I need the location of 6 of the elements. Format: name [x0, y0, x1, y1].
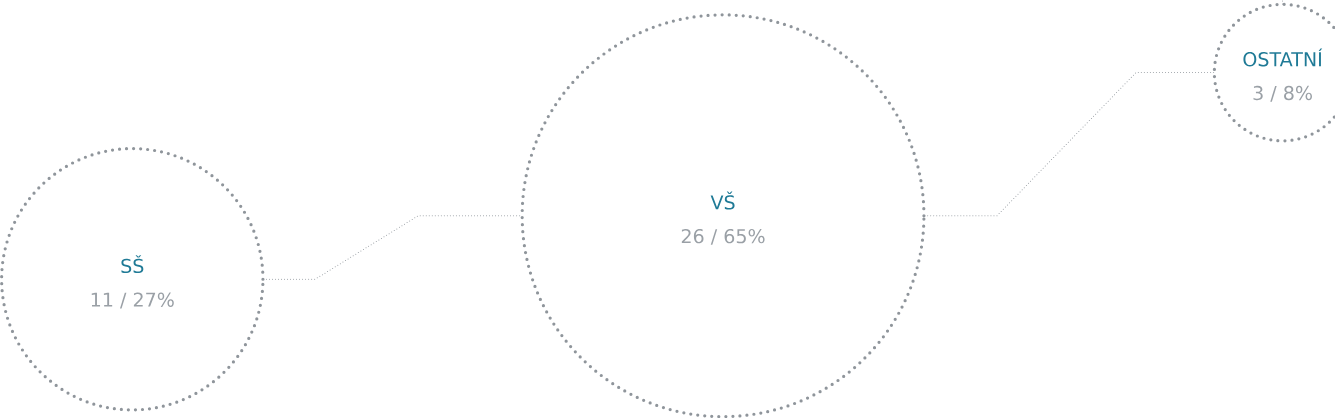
category-label: SŠ	[121, 255, 144, 274]
category-label: OSTATNÍ	[1243, 48, 1323, 67]
data-label: 26 / 65%	[681, 228, 765, 245]
data-label: 3 / 8%	[1253, 85, 1312, 102]
category-label: VŠ	[710, 191, 735, 210]
data-label: 11 / 27%	[91, 292, 174, 309]
